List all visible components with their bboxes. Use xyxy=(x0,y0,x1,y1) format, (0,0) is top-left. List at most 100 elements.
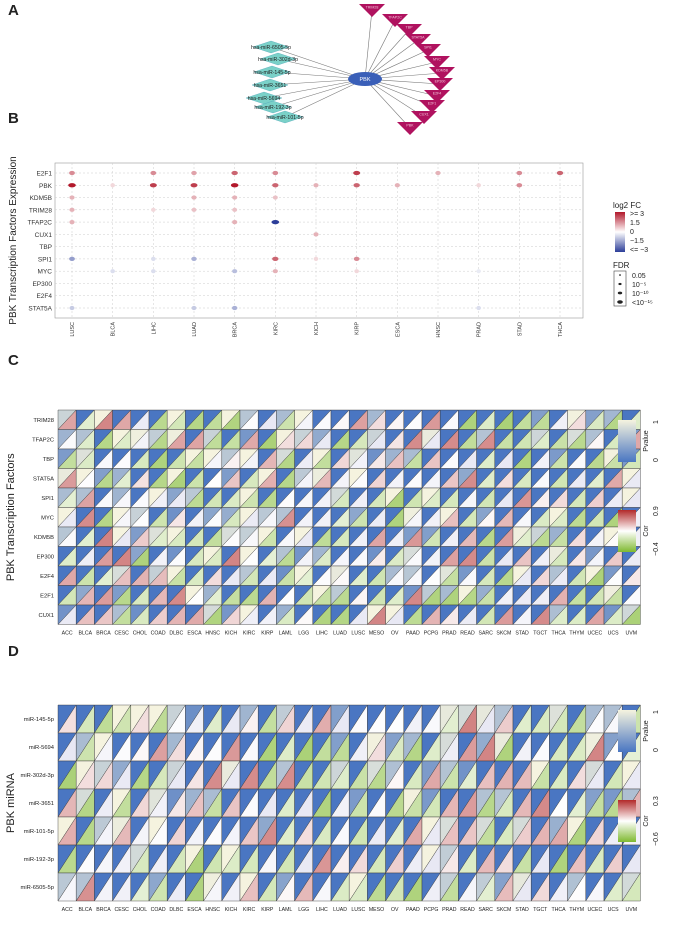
legend-cor-title: Cor xyxy=(643,815,650,827)
legend-fc-label: 1.5 xyxy=(630,220,640,227)
column-label: KIRC xyxy=(273,322,279,335)
network-diagram: hsa-miR-6505-5p hsa-miR-302d-3p hsa-miR-14… xyxy=(245,4,455,135)
data-point xyxy=(394,183,400,188)
column-label: STAD xyxy=(515,631,529,637)
column-label: BLCA xyxy=(79,907,93,913)
column-label: UVM xyxy=(626,631,638,637)
mirna-correlation-heatmap: miR-145-5p miR-5694 miR-302d-3p miR-3651 miR… xyxy=(5,704,660,913)
tf-node-label: KDM5B xyxy=(436,69,449,73)
legend-fc-label: >= 3 xyxy=(630,211,644,218)
data-point xyxy=(232,219,238,225)
row-label: KDM5B xyxy=(30,195,52,202)
row-label: E2F4 xyxy=(40,574,55,580)
data-point xyxy=(272,269,278,274)
column-label: PAAD xyxy=(406,631,420,637)
legend-cor-bar xyxy=(618,800,636,842)
network-edge xyxy=(364,19,396,80)
column-label: CESC xyxy=(114,631,129,637)
column-label: LUAD xyxy=(192,322,198,337)
data-point xyxy=(313,183,319,188)
column-label: ACC xyxy=(62,907,73,913)
network-edge xyxy=(364,9,373,80)
tf-node-label: EP300 xyxy=(435,80,446,84)
tf-node-label: STAT5A xyxy=(411,36,425,40)
column-label: HNSC xyxy=(205,631,220,637)
column-label: UCEC xyxy=(588,631,603,637)
data-point xyxy=(191,170,197,176)
plot-frame xyxy=(54,162,584,319)
network-edge xyxy=(263,78,366,99)
legend-fdr-dot xyxy=(617,300,623,304)
mirna-node-label: hsa-miR-192-3p xyxy=(254,105,291,111)
data-point xyxy=(272,170,279,176)
row-label: STAT5A xyxy=(33,476,54,482)
row-label: miR-6505-5p xyxy=(20,885,54,891)
data-point xyxy=(556,170,564,176)
data-point xyxy=(354,269,359,274)
column-label: TGCT xyxy=(533,631,548,637)
data-point xyxy=(476,183,481,188)
network-edge xyxy=(364,78,411,129)
column-label: COAD xyxy=(151,907,166,913)
tf-node-label: TFAP2C xyxy=(388,16,402,20)
legend-fc-bar xyxy=(615,212,625,252)
row-label: STAT5A xyxy=(28,306,52,313)
row-label: TRIM28 xyxy=(33,418,54,424)
row-label: EP300 xyxy=(32,281,52,288)
legend-pvalue-title: Pvalue xyxy=(643,720,650,742)
data-point xyxy=(151,269,156,274)
column-label: KIRP xyxy=(355,322,361,335)
column-label: UCS xyxy=(608,907,619,913)
data-point xyxy=(516,170,523,176)
tf-node-label: E2F1 xyxy=(428,102,437,106)
row-label: E2F4 xyxy=(36,293,52,300)
row-label: TBP xyxy=(43,457,54,463)
mirna-node-label: hsa-miR-6505-5p xyxy=(251,45,291,51)
column-label: LUSC xyxy=(351,907,365,913)
row-label: EP300 xyxy=(37,554,54,560)
legend-fc-label: −1.5 xyxy=(630,238,644,245)
tf-node xyxy=(419,100,445,113)
data-point xyxy=(110,183,115,188)
tf-node xyxy=(382,14,408,27)
column-label: BLCA xyxy=(111,322,117,337)
tf-node xyxy=(429,67,455,80)
data-point xyxy=(231,170,238,176)
legend-fdr-label: 0.05 xyxy=(632,273,646,280)
legend-fdr-label: <10⁻¹⁵ xyxy=(632,300,653,307)
row-label: miR-145-5p xyxy=(24,717,54,723)
network-edge xyxy=(284,78,366,118)
legend-pvalue-bar xyxy=(618,710,636,752)
tf-node-label: TBP xyxy=(406,26,414,30)
column-label: CHOL xyxy=(133,907,148,913)
column-label: PRAD xyxy=(442,907,457,913)
legend-pvalue-tick: 1 xyxy=(653,710,660,714)
legend-fdr-dot xyxy=(619,274,621,276)
column-label: STAD xyxy=(515,907,529,913)
legend-fdr-label: 10⁻⁵ xyxy=(632,282,646,289)
mirna-node xyxy=(253,65,291,79)
column-label: THCA xyxy=(558,322,564,337)
mirna-node-label: hsa-miR-3651 xyxy=(254,83,287,89)
column-label: UCS xyxy=(608,631,619,637)
legend-fdr-dot xyxy=(618,282,622,286)
data-point xyxy=(151,207,156,212)
mirna-node xyxy=(251,78,289,92)
data-point xyxy=(69,170,75,176)
column-label: CESC xyxy=(114,907,129,913)
column-label: LAML xyxy=(279,907,293,913)
legend-pvalue-tick: 0 xyxy=(653,748,660,752)
column-label: SKCM xyxy=(496,631,511,637)
tf-node xyxy=(415,44,441,57)
row-label: KDM5B xyxy=(34,535,54,541)
row-label: miR-3651 xyxy=(29,801,54,807)
column-label: KIRP xyxy=(261,631,274,637)
data-point xyxy=(68,183,76,188)
data-point xyxy=(353,256,360,262)
legend-cor-tick: −0.4 xyxy=(653,542,660,556)
row-label: MYC xyxy=(41,515,54,521)
y-axis-title: PBK Transcription Factors Expression xyxy=(8,156,19,324)
column-label: DLBC xyxy=(169,907,183,913)
data-point xyxy=(191,305,197,311)
legend-cor-bar xyxy=(618,510,636,552)
